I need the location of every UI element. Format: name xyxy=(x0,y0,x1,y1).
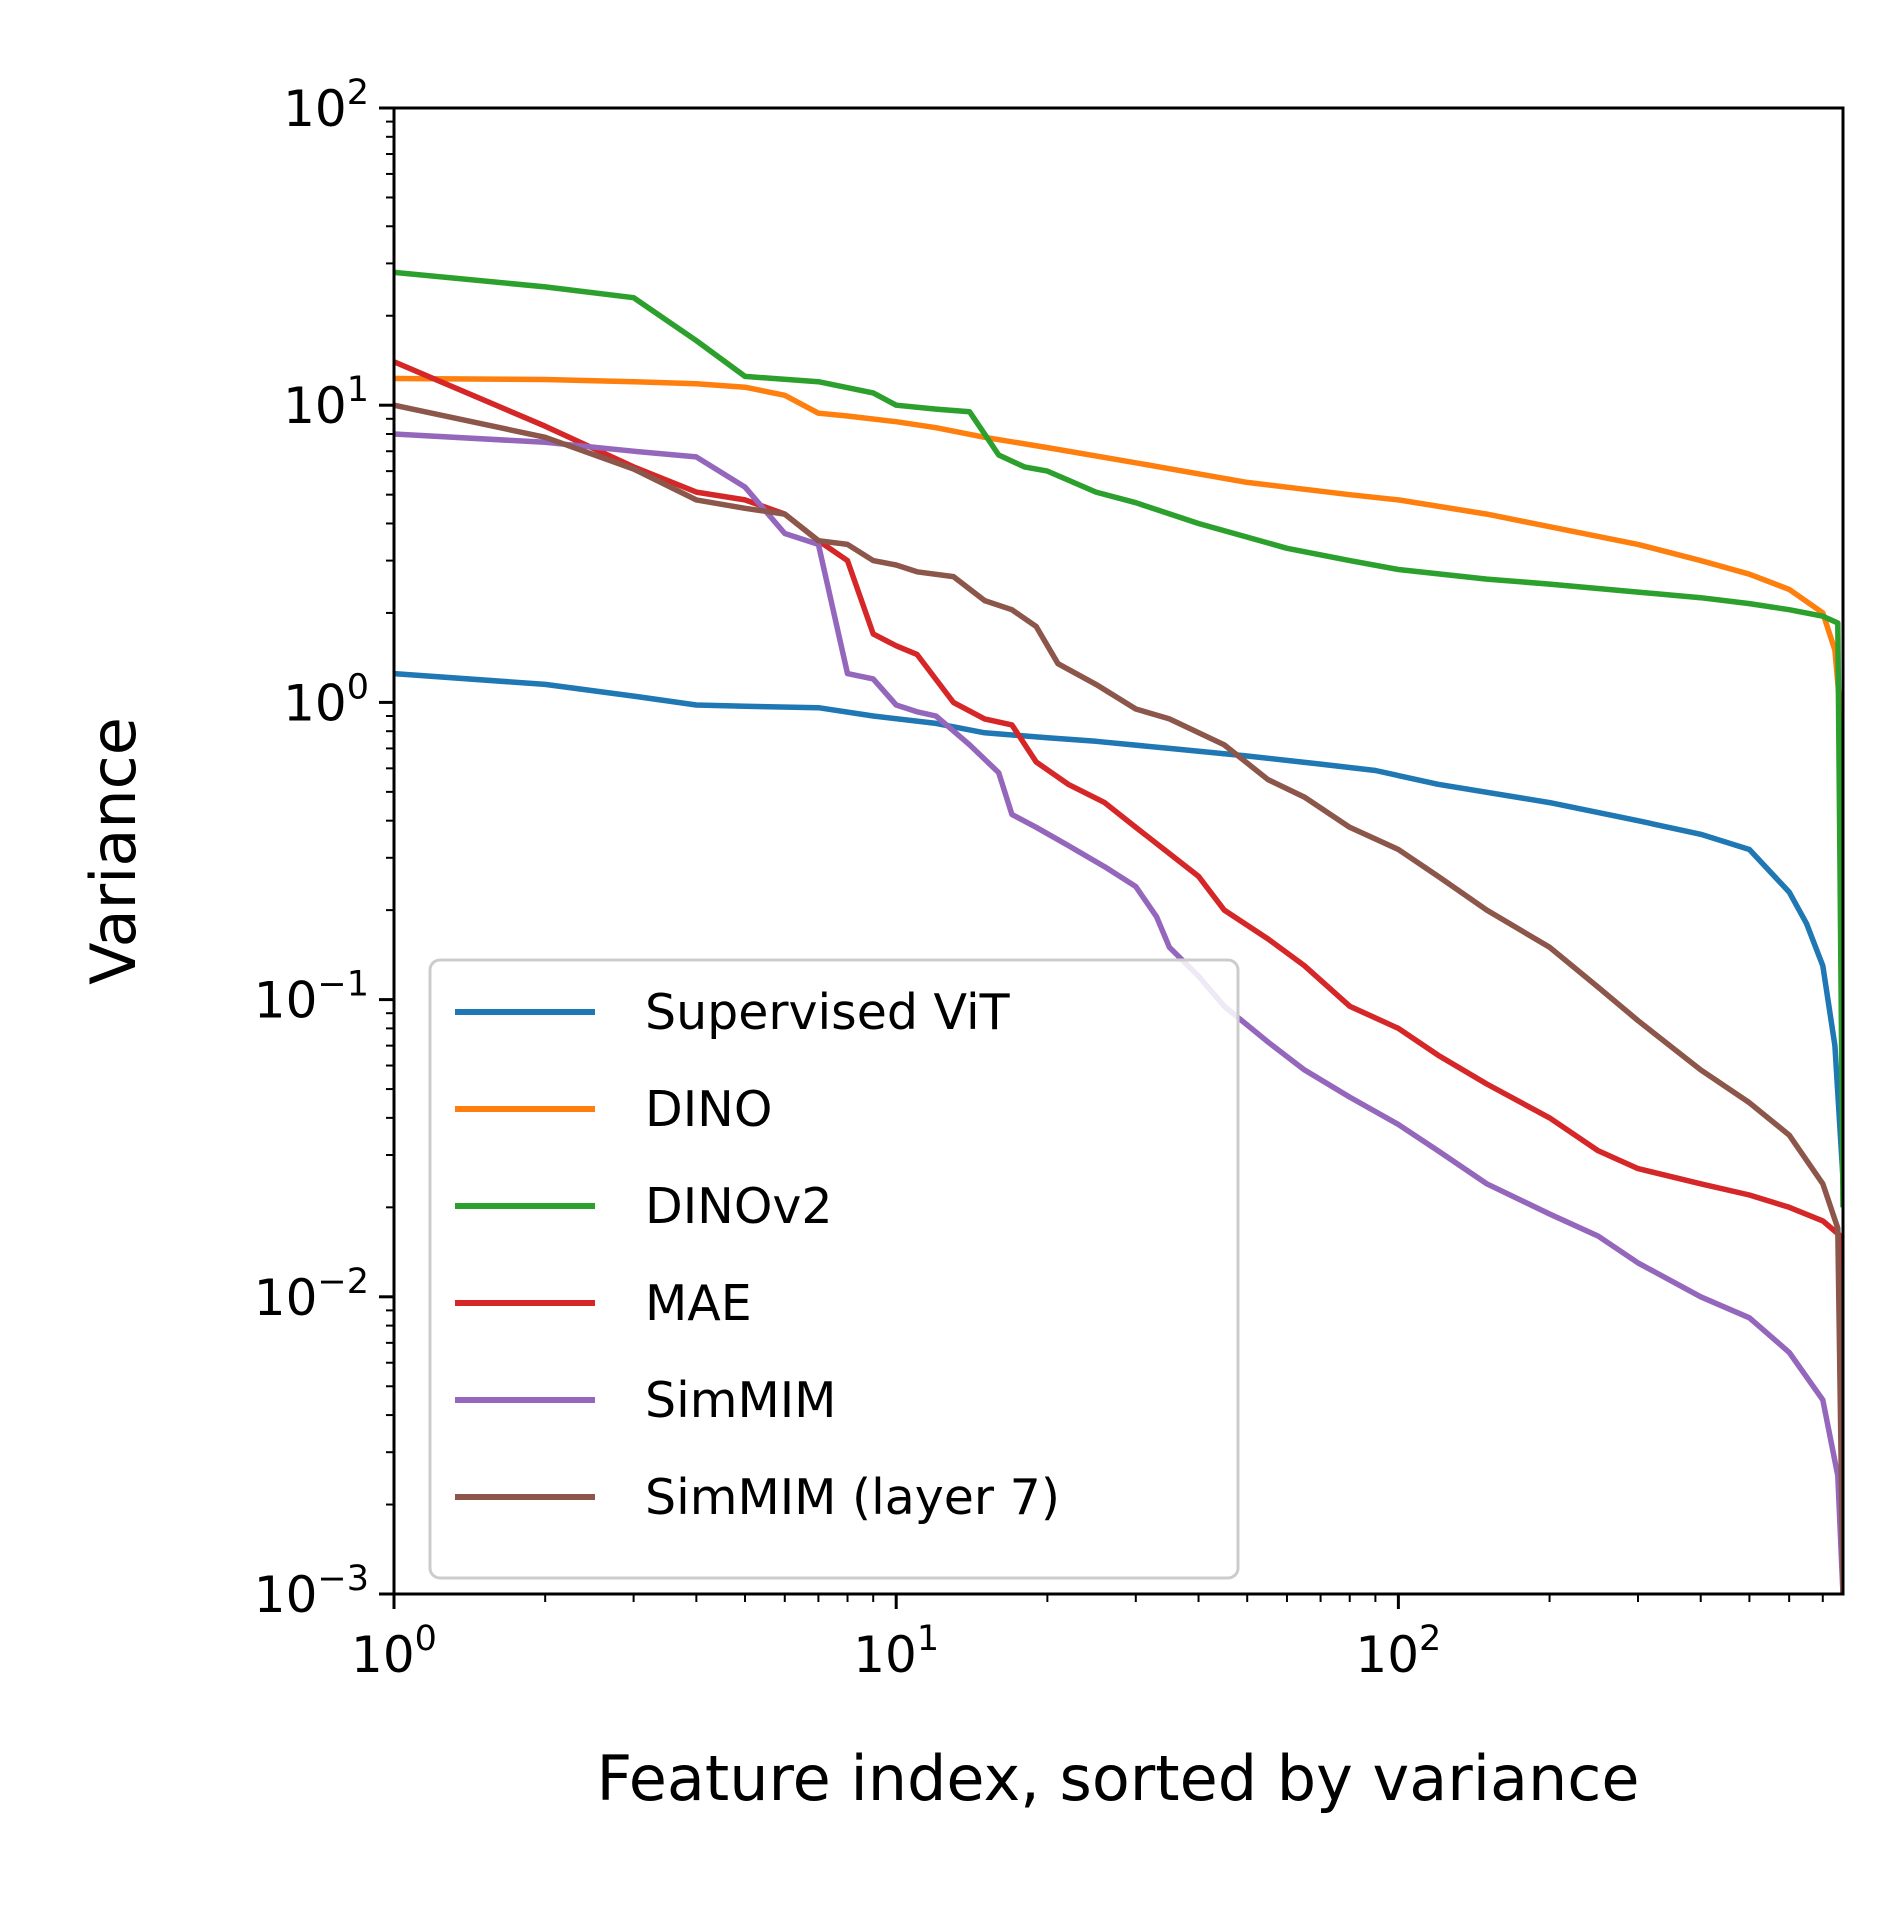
series-line-2 xyxy=(394,375,1843,792)
y-tick-label-4: 100 xyxy=(283,667,369,732)
legend-label-6: SimMIM (layer 7) xyxy=(645,1469,1060,1526)
legend-label-1: Supervised ViT xyxy=(645,984,1011,1041)
series-layer xyxy=(394,269,1843,1594)
legend-label-4: MAE xyxy=(645,1275,752,1332)
legend: Supervised ViT DINO DINOv2 MAE SimMIM SimMIM … xyxy=(428,958,1240,1580)
y-axis-label: Variance xyxy=(77,717,150,985)
x-tick-label-2: 101 xyxy=(853,1619,939,1684)
series-line-6 xyxy=(394,402,1843,1594)
axis-layer: 100 101 102 10−3 10−2 10−1 100 101 102 xyxy=(254,73,1845,1684)
x-tick-label-3: 102 xyxy=(1355,1619,1441,1684)
y-tick-label-6: 102 xyxy=(283,73,369,138)
y-tick-label-1: 10−3 xyxy=(254,1559,369,1624)
legend-label-2: DINO xyxy=(645,1081,772,1138)
x-tick-label-1: 100 xyxy=(351,1619,437,1684)
series-line-1 xyxy=(394,670,1843,1179)
legend-box xyxy=(428,958,1240,1580)
series-line-5 xyxy=(394,431,1843,1594)
y-tick-label-2: 10−2 xyxy=(254,1262,369,1327)
series-line-3 xyxy=(394,269,1843,1208)
legend-label-3: DINOv2 xyxy=(645,1178,833,1235)
y-tick-label-5: 101 xyxy=(283,370,369,435)
y-tick-label-3: 10−1 xyxy=(254,965,369,1030)
plot-frame xyxy=(392,106,1845,1596)
x-axis-label: Feature index, sorted by variance xyxy=(597,1742,1640,1815)
legend-label-5: SimMIM xyxy=(645,1372,836,1429)
